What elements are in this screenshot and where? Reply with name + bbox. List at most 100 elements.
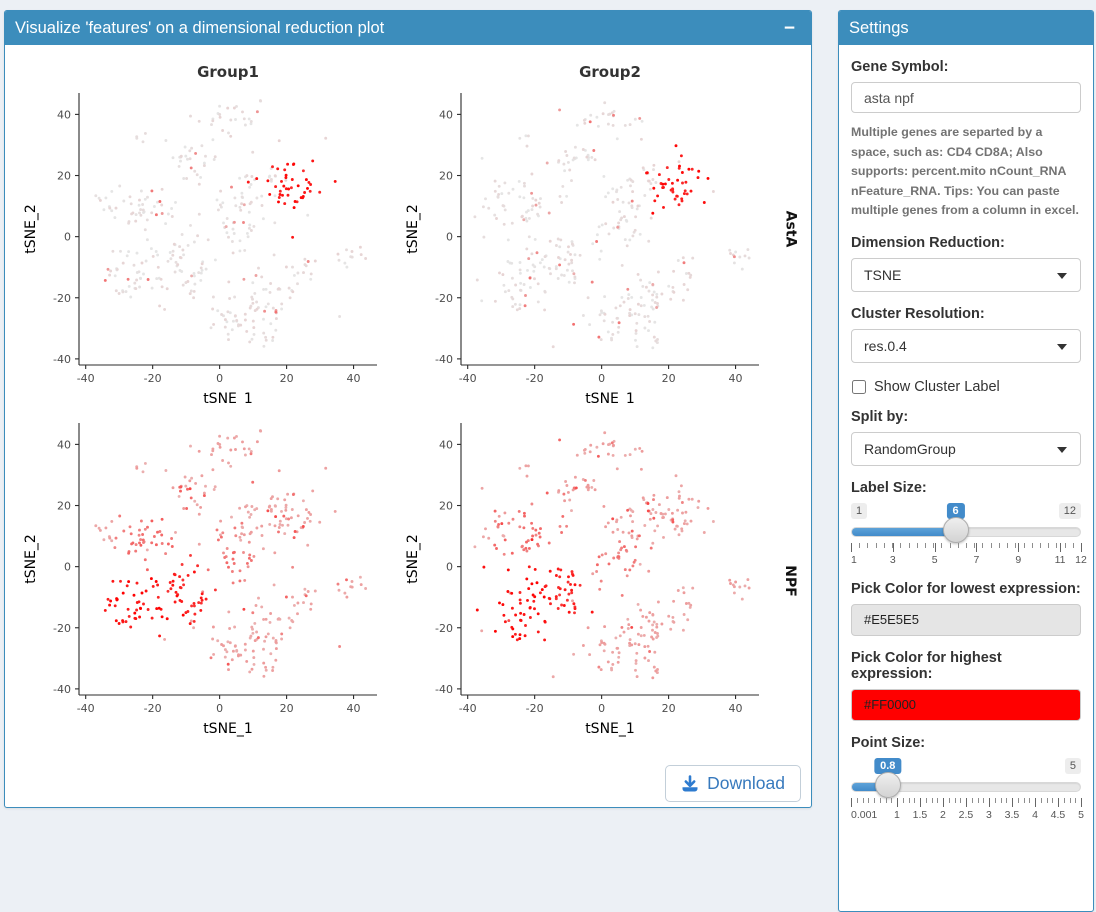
scatter-plot-group1-asta: Group1 -40 -20 0 20 40 -40 -20 0 20 40 tSNE_1 tSNE_2: [23, 63, 377, 405]
svg-text:40: 40: [439, 108, 453, 121]
row-strip-label-npf: NPF: [782, 565, 799, 597]
svg-text:-20: -20: [526, 702, 544, 715]
dimension-reduction-select[interactable]: TSNE: [851, 257, 1081, 292]
svg-text:-40: -40: [77, 702, 95, 715]
svg-text:tSNE_1: tSNE_1: [585, 391, 635, 405]
gene-symbol-label: Gene Symbol:: [851, 59, 949, 75]
plot-panel-title: Visualize 'features' on a dimensional re…: [15, 18, 385, 37]
svg-text:0: 0: [598, 372, 605, 385]
high-color-input[interactable]: [851, 688, 1081, 721]
svg-text:40: 40: [347, 372, 361, 385]
label-size-slider[interactable]: 1 12 6 1 3 5 7 9 11 12: [851, 502, 1087, 567]
gene-symbol-input[interactable]: [851, 82, 1081, 113]
svg-text:0: 0: [64, 561, 71, 574]
slider-max-badge: 5: [1064, 757, 1081, 775]
svg-text:0: 0: [446, 561, 453, 574]
svg-text:-20: -20: [526, 372, 544, 385]
dropdown-caret-icon: [1057, 272, 1067, 279]
plot-panel: Visualize 'features' on a dimensional re…: [4, 10, 812, 808]
slider-track[interactable]: [851, 781, 1081, 792]
download-button[interactable]: Download: [665, 765, 801, 802]
dropdown-caret-icon: [1057, 446, 1067, 453]
svg-text:tSNE_1: tSNE_1: [585, 721, 635, 737]
show-cluster-label-text[interactable]: Show Cluster Label: [874, 378, 1000, 395]
plot-panel-header: Visualize 'features' on a dimensional re…: [5, 11, 811, 45]
svg-text:0: 0: [216, 372, 223, 385]
svg-text:0: 0: [446, 231, 453, 244]
slider-grid: 1 3 5 7 9 11 12: [851, 542, 1087, 567]
split-by-value: RandomGroup: [864, 440, 956, 457]
svg-text:40: 40: [57, 438, 71, 451]
svg-text:0: 0: [598, 702, 605, 715]
svg-text:tSNE_2: tSNE_2: [23, 534, 39, 584]
svg-text:-20: -20: [435, 622, 453, 635]
svg-text:0: 0: [64, 231, 71, 244]
svg-text:20: 20: [280, 702, 294, 715]
scatter-plot-group2-npf: -40 -20 0 20 40 -40 -20 0 20 40 tSNE_1 tSNE_2: [405, 423, 759, 737]
svg-text:20: 20: [439, 500, 453, 513]
svg-text:Group2: Group2: [579, 63, 641, 81]
high-color-label: Pick Color for highest expression:: [851, 649, 1002, 682]
download-icon: [682, 774, 698, 791]
svg-text:-40: -40: [77, 372, 95, 385]
cluster-resolution-label: Cluster Resolution:: [851, 305, 985, 322]
svg-text:tSNE_1: tSNE_1: [203, 721, 253, 737]
svg-text:40: 40: [57, 108, 71, 121]
svg-text:40: 40: [729, 702, 743, 715]
plot-grid: Group1 -40 -20 0 20 40 -40 -20 0 20 40 tSNE_1 tSNE_2…: [13, 53, 803, 757]
svg-text:-40: -40: [459, 372, 477, 385]
scatter-plot-group1-npf: -40 -20 0 20 40 -40 -20 0 20 40 tSNE_1 tSNE_2: [23, 423, 377, 737]
svg-text:0: 0: [216, 702, 223, 715]
svg-text:tSNE_2: tSNE_2: [405, 534, 421, 584]
gene-symbol-help-text: Multiple genes are separted by a space, …: [851, 125, 1079, 218]
low-color-label: Pick Color for lowest expression:: [851, 580, 1081, 597]
svg-text:20: 20: [662, 702, 676, 715]
svg-text:-40: -40: [53, 353, 71, 366]
slider-value-badge: 6: [946, 502, 965, 520]
svg-text:-20: -20: [53, 622, 71, 635]
dropdown-caret-icon: [1057, 343, 1067, 350]
svg-text:40: 40: [347, 702, 361, 715]
collapse-button[interactable]: −: [778, 19, 801, 38]
svg-text:-40: -40: [53, 683, 71, 696]
slider-handle[interactable]: [942, 516, 969, 543]
split-by-label: Split by:: [851, 408, 909, 425]
svg-text:-20: -20: [144, 372, 162, 385]
svg-text:-40: -40: [459, 702, 477, 715]
cluster-resolution-value: res.0.4: [864, 337, 907, 354]
svg-text:-20: -20: [435, 292, 453, 305]
point-size-slider[interactable]: 5 0.8 0.001 1 1.5 2 2.5 3 3.5 4 4.5 5: [851, 757, 1084, 822]
svg-text:20: 20: [439, 170, 453, 183]
scatter-plot-group2-asta: Group2 -40 -20 0 20 40 -40 -20 0 20 40 tSNE_1 tSNE_2: [405, 63, 759, 405]
svg-text:40: 40: [439, 438, 453, 451]
low-color-input[interactable]: [851, 603, 1081, 636]
svg-text:-20: -20: [144, 702, 162, 715]
settings-panel-body: Gene Symbol: Multiple genes are separted…: [839, 45, 1093, 832]
row-strip-label-asta: AstA: [782, 210, 799, 248]
svg-text:Group1: Group1: [197, 63, 259, 81]
svg-text:20: 20: [57, 500, 71, 513]
label-size-label: Label Size:: [851, 479, 927, 496]
settings-panel-header: Settings: [839, 11, 1093, 45]
slider-value-badge: 0.8: [874, 757, 902, 775]
svg-text:-20: -20: [53, 292, 71, 305]
slider-min-badge: 1: [851, 502, 868, 520]
settings-panel: Settings Gene Symbol: Multiple genes are…: [838, 10, 1094, 912]
show-cluster-label-checkbox[interactable]: [852, 379, 866, 394]
svg-text:20: 20: [57, 170, 71, 183]
svg-text:-40: -40: [435, 353, 453, 366]
dimension-reduction-label: Dimension Reduction:: [851, 234, 1005, 251]
show-cluster-label-row: Show Cluster Label: [851, 379, 1081, 395]
slider-handle[interactable]: [874, 771, 901, 798]
slider-grid: 0.001 1 1.5 2 2.5 3 3.5 4 4.5 5: [851, 797, 1084, 822]
split-by-select[interactable]: RandomGroup: [851, 431, 1081, 466]
svg-text:tSNE_1: tSNE_1: [203, 391, 253, 405]
svg-text:20: 20: [662, 372, 676, 385]
dimension-reduction-value: TSNE: [864, 266, 902, 283]
svg-text:tSNE_2: tSNE_2: [405, 204, 421, 254]
cluster-resolution-select[interactable]: res.0.4: [851, 328, 1081, 363]
point-size-label: Point Size:: [851, 734, 926, 751]
settings-panel-title: Settings: [849, 18, 909, 37]
svg-text:tSNE_2: tSNE_2: [23, 204, 39, 254]
svg-text:40: 40: [729, 372, 743, 385]
